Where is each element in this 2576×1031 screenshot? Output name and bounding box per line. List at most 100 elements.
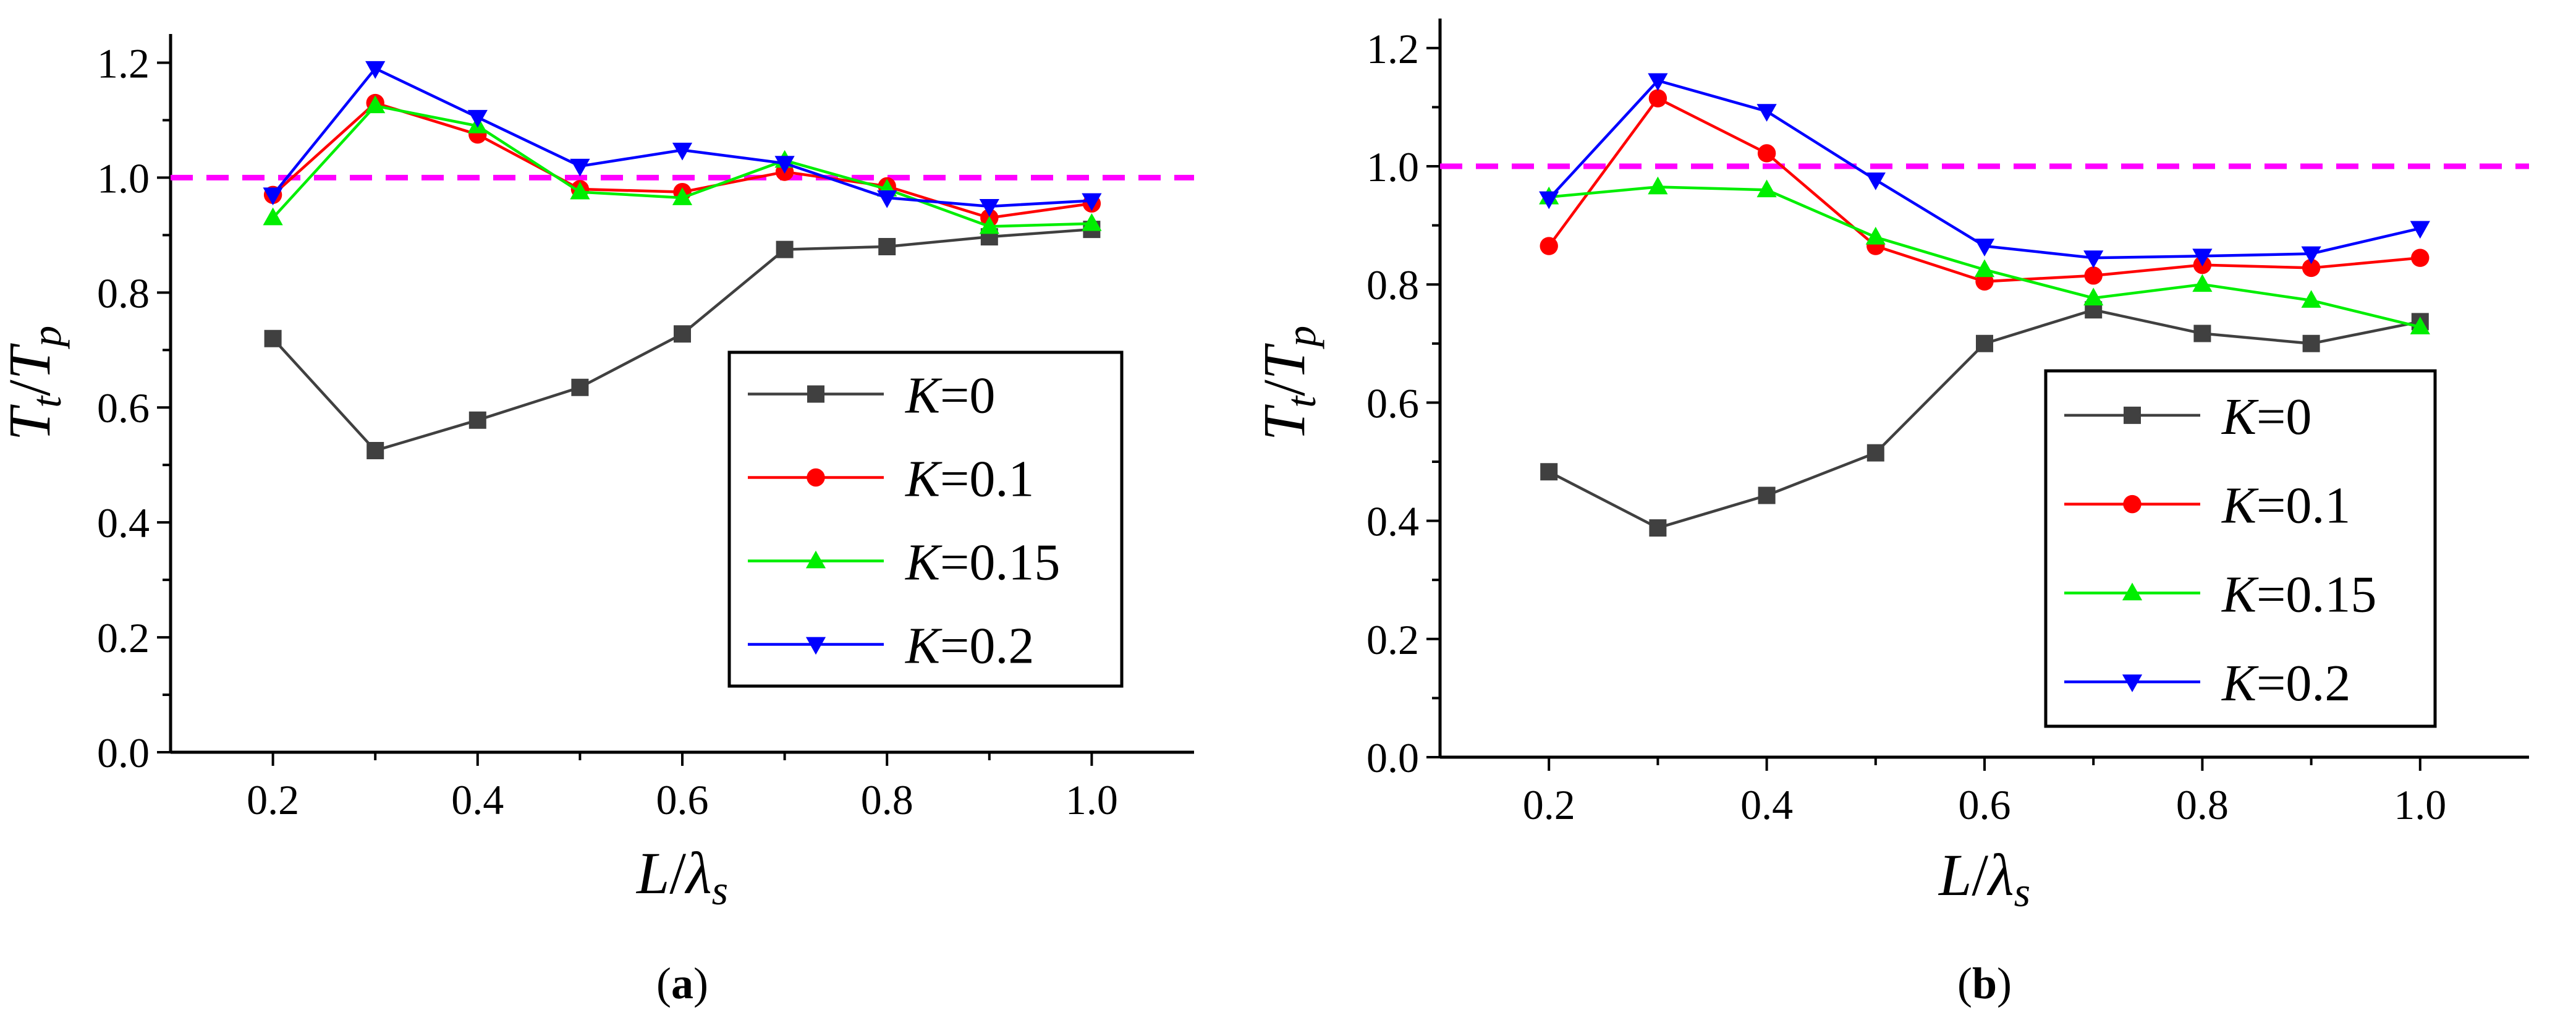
series-K=0.2 (1539, 73, 2430, 268)
legend-k-value: =0.15 (940, 534, 1060, 592)
caption-letter: a (671, 959, 693, 1008)
legend-label: K=0 (2221, 388, 2311, 446)
y-title-den-sub: p (23, 326, 70, 349)
legend-label: K=0.2 (2221, 655, 2350, 712)
legend-marker (2124, 406, 2141, 424)
legend-label: K=0.1 (2221, 477, 2350, 535)
legend-k-value: =0 (2256, 388, 2311, 446)
y-title-num: T (0, 404, 62, 441)
legend-k-var: K (905, 451, 943, 508)
y-tick-label: 0.4 (1366, 498, 1419, 545)
legend-k-value: =0.15 (2256, 566, 2376, 623)
data-point (366, 441, 384, 459)
legend-k-value: =0 (940, 367, 995, 425)
legend-box (727, 350, 1124, 688)
y-title-num: T (1251, 404, 1317, 441)
series-K=0.2 (263, 61, 1102, 217)
y-tick-label: 0.6 (97, 384, 150, 431)
series-line (1548, 78, 2421, 260)
legend-k-value: =0.2 (2256, 655, 2350, 712)
y-title-sep: / (0, 380, 62, 396)
legend-box (2044, 369, 2437, 728)
y-tick-label: 0.2 (97, 614, 150, 661)
legend-marker (2122, 582, 2143, 601)
data-point (1865, 172, 1886, 190)
y-tick-label: 1.0 (1366, 143, 1419, 190)
legend-k-var: K (905, 617, 943, 675)
data-point (1540, 463, 1558, 481)
x-title-sub: s (2014, 868, 2030, 915)
x-axis-title: L/λs (1938, 842, 2030, 915)
y-title-den-sub: p (1277, 326, 1324, 349)
legend-k-var: K (905, 534, 943, 592)
x-axis-title: L/λs (635, 840, 728, 914)
legend-marker (805, 550, 826, 569)
x-tick-label: 0.6 (1959, 781, 2011, 828)
data-point (979, 216, 999, 234)
data-point (2411, 248, 2430, 267)
y-axis-title: Tt/Tp (0, 326, 70, 441)
legend-k-var: K (2221, 566, 2259, 623)
data-point (878, 237, 896, 255)
y-tick-label: 1.2 (97, 40, 150, 87)
data-point (263, 187, 283, 206)
data-point (1648, 73, 1668, 91)
x-tick-label: 0.2 (1523, 781, 1575, 828)
data-point (2084, 266, 2103, 285)
data-point (776, 240, 794, 258)
y-title-num-sub: t (1277, 395, 1324, 408)
data-point (1757, 144, 1776, 163)
data-point (1974, 259, 1995, 278)
legend-k-value: =0.1 (940, 451, 1034, 508)
data-point (877, 190, 897, 208)
caption-close: ) (1997, 959, 2012, 1008)
data-point (2410, 316, 2430, 334)
legend-label: K=0 (905, 367, 995, 425)
y-title-sep: / (1251, 380, 1317, 396)
panel-caption: (b) (1957, 959, 2012, 1008)
y-tick-label: 0.0 (1366, 734, 1419, 781)
y-tick-label: 0.0 (97, 729, 150, 776)
data-point (1540, 237, 1558, 255)
data-point (2301, 246, 2321, 265)
x-title-var: λ (1986, 842, 2014, 908)
data-point (365, 95, 386, 114)
data-point (672, 187, 693, 205)
legend: K=0K=0.1K=0.15K=0.2 (2044, 369, 2437, 728)
data-point (2085, 301, 2103, 319)
data-point (571, 378, 589, 396)
data-point (1756, 179, 1777, 198)
data-point (2302, 258, 2321, 278)
x-title-var: λ (684, 840, 712, 906)
series-line (271, 104, 1092, 228)
data-point (2193, 325, 2211, 342)
x-tick-label: 0.2 (247, 776, 299, 823)
legend-k-var: K (2221, 388, 2259, 446)
x-tick-label: 1.0 (1066, 776, 1118, 823)
y-title-den: T (0, 342, 62, 380)
data-point (365, 61, 386, 79)
y-title-num-sub: t (23, 395, 70, 408)
data-point (1865, 226, 1886, 245)
data-point (1758, 486, 1776, 504)
y-tick-label: 0.2 (1366, 616, 1419, 663)
legend-marker (805, 637, 826, 655)
data-point (1649, 519, 1667, 537)
data-point (1539, 191, 1559, 210)
legend-label: K=0.15 (905, 534, 1060, 592)
data-point (2410, 221, 2430, 239)
x-title-sep: / (1972, 842, 1988, 908)
panel-caption: (a) (656, 959, 708, 1008)
legend-k-value: =0.1 (2256, 477, 2350, 535)
legend-k-var: K (2221, 655, 2259, 712)
data-point (774, 156, 795, 174)
data-point (468, 411, 486, 429)
legend-label: K=0.15 (2221, 566, 2376, 623)
data-point (1648, 176, 1668, 195)
legend-marker (2122, 674, 2143, 692)
series-line (1548, 185, 2421, 329)
data-point (1082, 213, 1102, 231)
series-K=0.15 (1539, 176, 2430, 334)
y-tick-label: 0.6 (1366, 380, 1419, 426)
